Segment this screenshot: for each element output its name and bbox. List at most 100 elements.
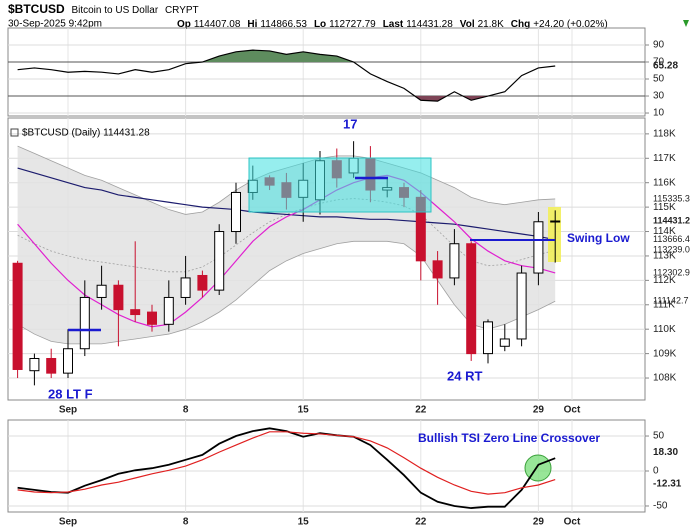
candle-body	[550, 220, 561, 223]
candle-body	[180, 277, 191, 298]
y-tick-label: 10	[653, 108, 665, 119]
value-label: 114431.2	[653, 215, 690, 225]
y-tick-label: 30	[653, 91, 665, 102]
y-tick-label: 70	[653, 57, 665, 68]
highlight-last	[548, 207, 561, 262]
moving-average	[17, 167, 556, 241]
value-label: 112302.9	[653, 267, 690, 277]
y-tick-label: 90	[653, 40, 665, 51]
lines	[17, 49, 556, 345]
labels: 90 70 50 30 10 65.28 118K 117K 116K 115K 114K 113K 1…	[59, 40, 690, 528]
candle-body	[130, 309, 141, 316]
annotation: Swing Low	[567, 231, 630, 245]
candle-body	[231, 191, 241, 233]
datetime: 30-Sep-2025 9:42pm	[8, 19, 102, 30]
candle-body	[516, 272, 527, 340]
price-panel	[7, 117, 646, 401]
moving-average	[17, 174, 556, 328]
rsi-shade	[414, 96, 488, 102]
candle-body	[499, 338, 510, 347]
y-tick-label: 50	[653, 74, 665, 85]
stat-label: Lo	[314, 19, 326, 30]
stat-value: 114407.08	[194, 19, 241, 30]
candle-body	[46, 357, 57, 374]
y-tick-label: -50	[653, 501, 668, 512]
annotation: 28 LT F	[48, 386, 93, 401]
candle-body	[63, 348, 73, 374]
stats-line: Op 114407.08 Hi 114866.53 Lo 112727.79 Last 114…	[177, 19, 608, 30]
crossover-marker	[524, 454, 552, 482]
y-tick-label: 113K	[653, 251, 676, 262]
stat-value: 114431.28	[406, 19, 453, 30]
change-icon	[683, 20, 689, 27]
consolidation-box	[248, 157, 432, 213]
panel-icon	[10, 128, 19, 137]
stat-label: Op	[177, 19, 191, 30]
panel-title: $BTCUSD (Daily) 114431.28	[22, 128, 150, 139]
x-tick-label: Oct	[564, 517, 581, 528]
y-tick-label: 112K	[653, 275, 676, 286]
y-tick-label: 50	[653, 431, 665, 442]
tsi-line	[17, 431, 556, 495]
candle-body	[483, 321, 493, 355]
y-tick-label: 109K	[653, 348, 677, 359]
candle-body	[214, 231, 225, 291]
candle-body	[163, 296, 174, 325]
candle-body	[449, 243, 460, 279]
x-tick-label: 22	[415, 405, 427, 416]
x-tick-label: Sep	[59, 405, 77, 416]
x-tick-label: 29	[533, 405, 545, 416]
stat-label: Hi	[247, 19, 257, 30]
symbol: $BTCUSD	[8, 2, 65, 16]
rsi-shade	[202, 50, 354, 63]
candle-body	[29, 357, 40, 372]
y-tick-label: 115K	[653, 202, 676, 213]
candle-body	[79, 296, 90, 350]
candle-body	[533, 221, 544, 274]
x-tick-label: 8	[183, 517, 189, 528]
value-label: 113666.4	[653, 234, 690, 244]
y-tick-label: 0	[653, 466, 659, 477]
x-tick-label: 22	[415, 517, 427, 528]
x-tick-label: 15	[298, 517, 310, 528]
tsi-line	[17, 427, 556, 509]
candle-body	[197, 274, 208, 291]
x-tick-label: 29	[533, 517, 545, 528]
annotation: Bullish TSI Zero Line Crossover	[418, 431, 600, 445]
y-tick-label: 108K	[653, 373, 677, 384]
x-tick-label: Oct	[564, 405, 581, 416]
candle-body	[432, 260, 443, 279]
y-tick-label: 118K	[653, 129, 676, 140]
exchange: CRYPT	[165, 5, 199, 16]
x-tick-label: Sep	[59, 517, 77, 528]
value-label: -12.31	[653, 478, 682, 489]
x-tick-label: 8	[183, 405, 189, 416]
candle-body	[96, 284, 107, 298]
tsi-panel	[7, 419, 646, 513]
value-label: 65.28	[653, 61, 678, 72]
y-tick-label: 116K	[653, 177, 676, 188]
stat-label: Vol	[460, 19, 475, 30]
header-line: $BTCUSD Bitcoin to US Dollar CRYPT	[8, 2, 199, 16]
y-tick-label: 110K	[653, 324, 676, 335]
candle-body	[147, 311, 157, 325]
candle-body	[12, 262, 23, 370]
stat-value: 112727.79	[329, 19, 376, 30]
candle-body	[466, 243, 477, 355]
y-tick-label: 111K	[653, 299, 675, 310]
y-tick-label: 114K	[653, 226, 676, 237]
band-lower	[17, 240, 556, 345]
value-label: 115335.3	[653, 193, 690, 203]
stat-value: 21.8K	[478, 19, 504, 30]
stat-label: Chg	[511, 19, 530, 30]
stat-value: 114866.53	[260, 19, 307, 30]
stat-label: Last	[383, 19, 404, 30]
stat-value: +24.20 (+0.02%)	[533, 19, 608, 30]
value-label: 18.30	[653, 447, 678, 458]
x-tick-label: 15	[298, 405, 310, 416]
y-tick-label: 117K	[653, 153, 676, 164]
instrument-name: Bitcoin to US Dollar	[71, 5, 158, 16]
annotation: 17	[343, 116, 357, 131]
annotation: 24 RT	[447, 368, 482, 383]
